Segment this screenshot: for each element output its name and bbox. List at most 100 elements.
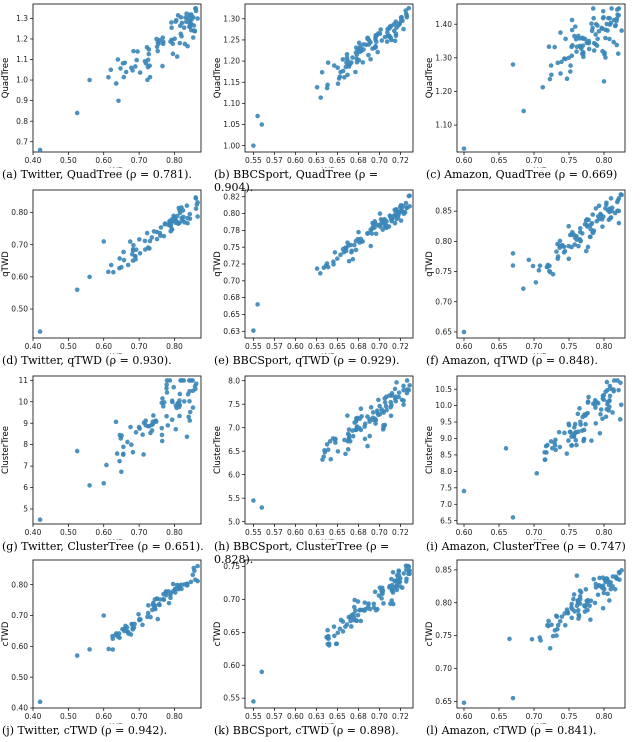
scatter-point xyxy=(611,378,617,383)
scatter-point xyxy=(503,446,509,451)
scatter-point xyxy=(331,624,337,629)
x-tick-label: 0.80 xyxy=(166,156,183,165)
scatter-point xyxy=(404,390,410,396)
x-tick-label: 0.65 xyxy=(491,342,508,351)
scatter-point xyxy=(335,449,341,454)
panel-caption: (b) BBCSport, QuadTree (ρ = 0.904). xyxy=(214,168,379,194)
scatter-point xyxy=(125,439,130,445)
scatter-point xyxy=(174,54,180,59)
scatter-point xyxy=(607,22,613,27)
plot-frame xyxy=(244,3,414,153)
scatter-point xyxy=(160,404,166,409)
y-tick-label: 1.25 xyxy=(223,36,240,45)
scatter-point xyxy=(552,44,557,50)
scatter-point xyxy=(193,206,199,211)
scatter-point xyxy=(173,426,179,432)
scatter-point xyxy=(358,236,364,242)
scatter-point xyxy=(326,643,332,648)
scatter-point xyxy=(393,19,399,24)
scatter-point xyxy=(593,21,599,27)
scatter-point xyxy=(340,68,346,74)
scatter-point xyxy=(387,393,392,398)
scatter-point xyxy=(393,396,398,402)
scatter-point xyxy=(572,33,577,39)
scatter-point xyxy=(602,586,607,592)
x-tick-label: 0.65 xyxy=(329,712,346,721)
scatter-point xyxy=(461,329,467,335)
scatter-point xyxy=(566,256,572,262)
plot-frame xyxy=(456,189,626,339)
scatter-point xyxy=(557,444,563,450)
scatter-panel-11: 0.60 0.65 0.70 0.75 0.80 0.65 0.70 0.75 0.80 0.85… xyxy=(425,559,626,724)
x-axis-label: WD xyxy=(322,539,337,540)
scatter-point xyxy=(133,247,139,252)
scatter-point xyxy=(588,234,593,240)
scatter-point xyxy=(554,249,559,254)
scatter-point xyxy=(134,57,139,63)
y-tick-label: 7.0 xyxy=(228,423,240,432)
scatter-point xyxy=(178,378,183,383)
scatter-point xyxy=(557,243,563,249)
scatter-point xyxy=(574,49,579,54)
scatter-point xyxy=(116,98,121,104)
scatter-point xyxy=(568,69,573,74)
scatter-point xyxy=(346,258,352,264)
scatter-point xyxy=(591,48,597,53)
scatter-point xyxy=(607,393,613,399)
scatter-point xyxy=(173,218,179,224)
scatter-point xyxy=(586,40,592,46)
y-tick-label: 1.20 xyxy=(435,87,452,96)
scatter-point xyxy=(361,47,366,52)
scatter-point xyxy=(377,31,383,37)
x-tick-label: 0.60 xyxy=(456,156,473,165)
scatter-point xyxy=(337,74,343,79)
y-tick-label: 10.0 xyxy=(435,401,452,410)
x-tick-label: 0.60 xyxy=(287,528,304,537)
scatter-point xyxy=(259,669,265,675)
scatter-point xyxy=(603,414,609,420)
scatter-point xyxy=(170,41,176,47)
x-tick-label: 0.55 xyxy=(245,712,262,721)
scatter-point xyxy=(121,257,127,263)
y-tick-label: 0.70 xyxy=(11,240,28,249)
scatter-point xyxy=(149,422,154,428)
scatter-point xyxy=(251,699,256,704)
y-axis-label: cTWD xyxy=(425,621,435,646)
x-tick-label: 0.57 xyxy=(266,528,283,537)
x-tick-label: 0.75 xyxy=(561,342,578,351)
y-axis-label: QuadTree xyxy=(213,58,223,98)
scatter-point xyxy=(593,421,599,426)
scatter-point xyxy=(404,378,410,383)
scatter-point xyxy=(350,433,356,439)
x-tick-label: 0.55 xyxy=(245,342,262,351)
y-tick-label: 1.10 xyxy=(435,121,452,130)
scatter-point xyxy=(179,33,184,39)
scatter-point xyxy=(189,12,194,17)
scatter-point xyxy=(393,31,399,37)
scatter-point xyxy=(323,263,329,268)
scatter-point xyxy=(545,264,550,270)
scatter-point xyxy=(350,55,355,60)
scatter-point xyxy=(106,646,112,652)
scatter-point xyxy=(404,14,410,20)
x-axis-label: WD xyxy=(110,723,125,724)
scatter-point xyxy=(381,423,386,428)
scatter-point xyxy=(549,445,555,451)
scatter-point xyxy=(604,576,610,582)
scatter-point xyxy=(390,569,396,575)
scatter-point xyxy=(314,84,320,90)
scatter-point xyxy=(571,596,576,602)
scatter-point xyxy=(606,217,612,223)
scatter-point xyxy=(251,498,256,503)
scatter-point xyxy=(117,458,122,464)
scatter-point xyxy=(164,413,169,419)
scatter-point xyxy=(578,44,584,50)
scatter-point xyxy=(130,258,136,263)
scatter-point xyxy=(138,617,143,622)
scatter-point xyxy=(367,419,372,424)
scatter-point xyxy=(563,36,568,42)
scatter-point xyxy=(159,438,165,444)
scatter-point xyxy=(342,75,347,80)
scatter-point xyxy=(577,588,583,594)
